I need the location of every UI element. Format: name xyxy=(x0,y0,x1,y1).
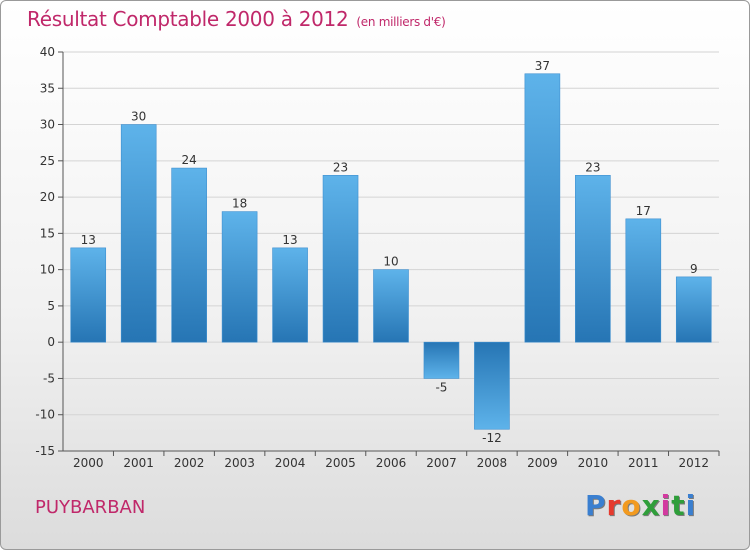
bar xyxy=(524,73,561,343)
bar xyxy=(70,247,107,343)
y-tick-label: 40 xyxy=(40,45,55,59)
bar xyxy=(575,175,611,343)
data-label: 13 xyxy=(81,233,96,247)
x-tick-label: 2012 xyxy=(678,456,709,470)
data-label: 10 xyxy=(383,255,398,269)
data-label: 9 xyxy=(690,262,698,276)
proxiti-logo[interactable]: Proxiti xyxy=(585,489,696,522)
x-tick-label: 2007 xyxy=(426,456,457,470)
x-tick-label: 2008 xyxy=(477,456,508,470)
chart-title-text: Résultat Comptable 2000 à 2012 xyxy=(27,7,349,31)
chart-unit: (en milliers d'€) xyxy=(356,15,446,29)
x-tick-label: 2005 xyxy=(325,456,356,470)
data-label: 13 xyxy=(282,233,297,247)
y-tick-label: -10 xyxy=(35,408,55,422)
y-tick-label: 20 xyxy=(40,190,55,204)
axes xyxy=(58,51,720,456)
x-tick-label: 2011 xyxy=(628,456,659,470)
x-tick-label: 2000 xyxy=(73,456,104,470)
y-tick-label: 30 xyxy=(40,118,55,132)
y-tick-label: 35 xyxy=(40,81,55,95)
bar xyxy=(474,341,510,430)
logo-letter: P xyxy=(585,489,607,522)
y-tick-label: 5 xyxy=(47,299,55,313)
place-name: PUYBARBAN xyxy=(35,497,146,518)
bar xyxy=(373,269,409,343)
data-label: 30 xyxy=(131,110,146,124)
y-tick-label: 15 xyxy=(40,226,55,240)
logo-letter: x xyxy=(641,489,661,522)
x-tick-label: 2004 xyxy=(275,456,306,470)
x-tick-label: 2002 xyxy=(174,456,205,470)
bars xyxy=(70,73,712,430)
labels: -15 -10 -5 0 5 10 15 20 25 30 35 40 2000 13 2001 30 2002… xyxy=(35,45,709,470)
data-label: 37 xyxy=(535,59,550,73)
bar xyxy=(322,175,359,343)
x-tick-label: 2010 xyxy=(578,456,609,470)
logo-letter: r xyxy=(606,489,622,522)
data-label: 23 xyxy=(585,160,600,174)
chart-title: Résultat Comptable 2000 à 2012 (en millie… xyxy=(27,7,446,31)
grid-lines xyxy=(63,51,719,452)
bar xyxy=(120,124,157,343)
x-tick-label: 2003 xyxy=(224,456,255,470)
y-tick-label: 25 xyxy=(40,154,55,168)
data-label: 17 xyxy=(636,204,651,218)
bar xyxy=(675,276,712,343)
x-tick-label: 2001 xyxy=(123,456,154,470)
data-label: 18 xyxy=(232,197,247,211)
y-tick-label: -15 xyxy=(35,444,55,458)
y-tick-label: 0 xyxy=(47,335,55,349)
bar xyxy=(272,247,308,343)
y-tick-label: 10 xyxy=(40,263,55,277)
bar xyxy=(625,218,662,343)
bar xyxy=(423,341,460,379)
y-tick-label: -5 xyxy=(43,371,55,385)
logo-letter: o xyxy=(621,489,642,522)
logo-letter: t xyxy=(671,489,686,522)
data-label: -5 xyxy=(435,380,447,394)
x-tick-label: 2009 xyxy=(527,456,558,470)
logo-letter: i xyxy=(685,489,697,522)
data-label: 23 xyxy=(333,160,348,174)
x-tick-label: 2006 xyxy=(376,456,407,470)
bar xyxy=(171,167,207,343)
data-label: 24 xyxy=(182,153,197,167)
data-label: -12 xyxy=(482,431,502,445)
bar xyxy=(221,211,258,343)
logo-letter: i xyxy=(660,489,672,522)
